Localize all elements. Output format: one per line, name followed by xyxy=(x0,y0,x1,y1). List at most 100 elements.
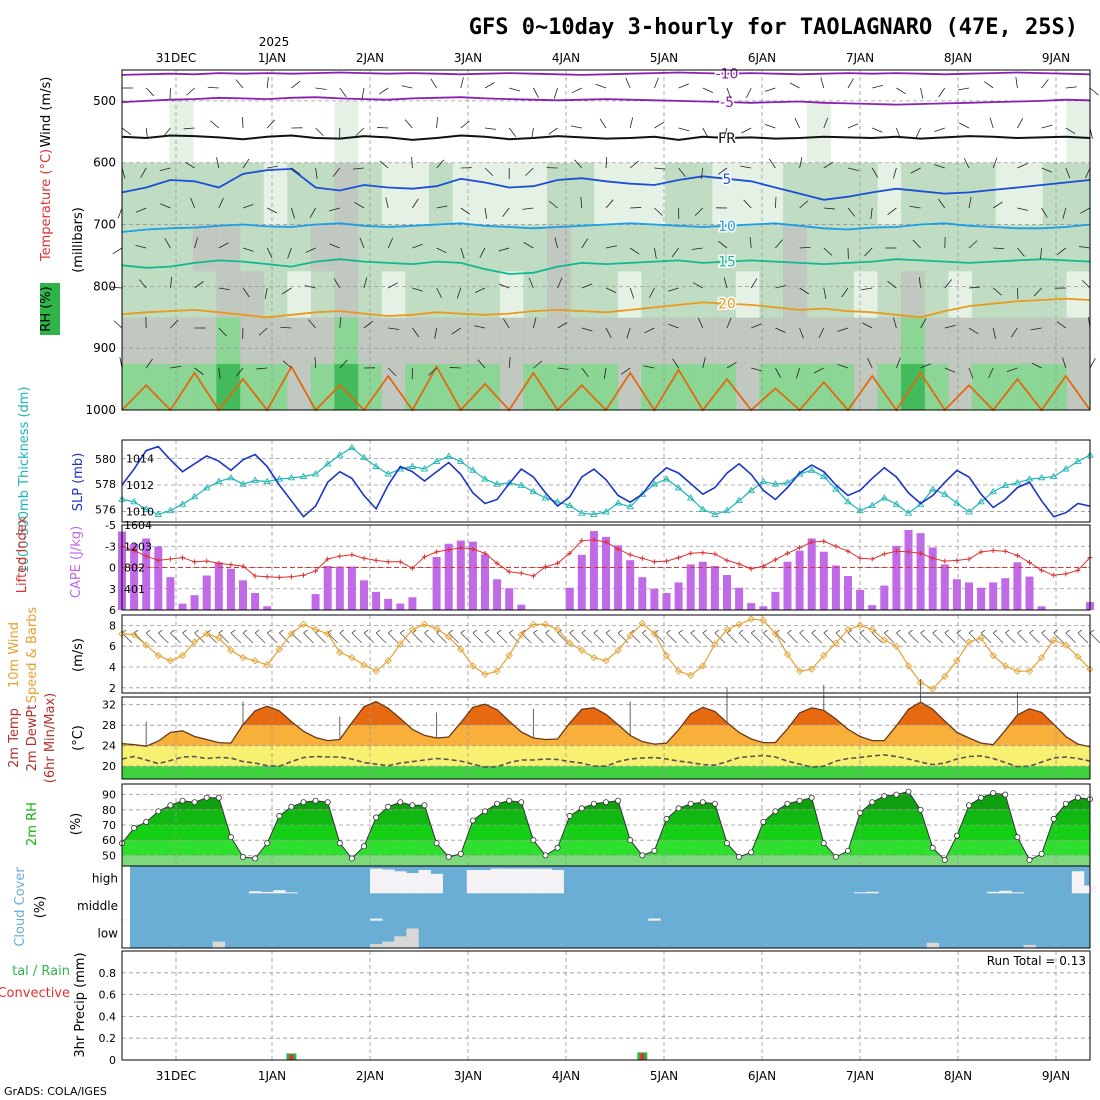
rh-cell xyxy=(735,162,761,225)
cloud-block xyxy=(466,869,480,894)
surface-wind-barb xyxy=(593,629,605,644)
wind-barb xyxy=(412,327,420,338)
rh-cell xyxy=(877,162,902,225)
surface-wind-barb xyxy=(617,629,629,644)
rh-cell xyxy=(334,100,359,164)
rh-cell xyxy=(1019,162,1044,225)
rh-cell xyxy=(735,224,761,272)
rh-cell xyxy=(617,224,643,272)
surface-wind-barb xyxy=(642,629,653,644)
thickness-point xyxy=(614,499,622,506)
rh-point xyxy=(481,808,488,815)
wind-barb xyxy=(412,198,419,209)
slp-axis-label: SLP (mb) xyxy=(71,453,86,512)
upper-air-frame xyxy=(121,69,1091,411)
wind-speed-point xyxy=(783,650,792,659)
thickness-point xyxy=(759,477,768,485)
li-point xyxy=(809,539,815,545)
cape-bar xyxy=(965,582,973,610)
rh-point xyxy=(360,843,367,850)
wind-barb xyxy=(796,367,800,379)
year-label: 2025 xyxy=(259,35,290,49)
rh-point xyxy=(239,853,246,860)
wind-speed-point xyxy=(360,661,368,669)
thickness-point xyxy=(941,490,949,497)
cloud-block xyxy=(1011,892,1024,894)
li-point xyxy=(264,574,270,580)
cape-bar xyxy=(1013,562,1022,610)
thickness-point xyxy=(1013,479,1022,486)
rh-cell xyxy=(287,270,312,318)
wind-barb xyxy=(820,77,825,89)
wind-barb xyxy=(235,367,244,377)
li-tick-label: 0 xyxy=(109,562,116,575)
rh-cell xyxy=(145,224,170,272)
li-point xyxy=(821,538,827,544)
wind-speed-point xyxy=(687,671,695,679)
bottom-day-label: 4JAN xyxy=(552,1069,580,1083)
precip-axis-label: 3hr Precip (mm) xyxy=(73,952,88,1057)
wind-barb xyxy=(304,285,316,289)
wind-speed-point xyxy=(674,667,683,675)
wind-barb xyxy=(451,327,462,335)
wind-speed-point xyxy=(336,648,344,657)
rh-cell xyxy=(1042,224,1067,272)
rh-cell xyxy=(546,224,572,272)
wind-barb xyxy=(207,86,219,89)
temp-tick-label: 24 xyxy=(102,740,116,753)
slp-line xyxy=(121,445,1091,518)
rh-cell xyxy=(971,363,997,411)
surface-wind-barb xyxy=(460,629,472,644)
wind-barb xyxy=(938,87,946,98)
cape-bar xyxy=(989,582,998,610)
cape-bar xyxy=(154,546,163,610)
wind-barb xyxy=(605,245,617,249)
wind-barb xyxy=(643,365,655,369)
temperature-legend-label: Temperature (°C) xyxy=(39,149,54,262)
rh-cell xyxy=(806,162,831,225)
cape-bar xyxy=(166,577,175,610)
rh-point xyxy=(518,799,525,806)
wind-barb xyxy=(363,320,373,329)
wind-barb xyxy=(1056,321,1067,329)
rh-cell xyxy=(122,317,147,365)
li-point xyxy=(276,574,282,580)
rh-point xyxy=(1026,856,1033,863)
thickness-point xyxy=(372,462,380,469)
li-point xyxy=(155,557,161,563)
chart-title: GFS 0~10day 3-hourly for TAOLAGNARO (47E… xyxy=(469,15,1078,40)
wind-speed-point xyxy=(844,625,852,634)
cloud-block xyxy=(1023,944,1036,948)
wind-speed-point xyxy=(541,620,550,628)
wind-speed-point xyxy=(1013,667,1022,675)
li-point xyxy=(482,550,488,556)
cape-bar xyxy=(928,547,937,610)
rh-cell xyxy=(1042,162,1067,225)
thickness-point xyxy=(844,497,852,505)
wind-barb xyxy=(799,287,810,295)
thickness-point xyxy=(553,497,562,505)
wind-barb xyxy=(533,360,543,369)
thickness-point xyxy=(1074,457,1082,464)
surface-wind-barb xyxy=(690,629,701,644)
cape-bar xyxy=(952,579,961,610)
surface-wind-barb xyxy=(254,629,266,644)
wind-speed-point xyxy=(299,620,308,628)
rh-cell xyxy=(1019,224,1044,272)
wind-barb xyxy=(1081,279,1091,289)
thickness-point xyxy=(130,497,138,505)
wind-barb xyxy=(992,201,1003,209)
cape-bar xyxy=(795,550,804,610)
surface-wind-barb xyxy=(472,629,484,644)
wind-barb xyxy=(574,159,583,169)
li-point xyxy=(313,568,319,574)
wind-barb xyxy=(117,207,123,219)
wind-barb xyxy=(502,207,510,218)
wind-barb xyxy=(428,367,437,376)
wind-barb xyxy=(896,127,901,139)
wind-speed-point xyxy=(892,642,901,650)
rh-point xyxy=(506,797,513,804)
rh-point xyxy=(651,847,658,854)
thickness-point xyxy=(699,505,707,512)
rh-cell xyxy=(688,270,713,318)
